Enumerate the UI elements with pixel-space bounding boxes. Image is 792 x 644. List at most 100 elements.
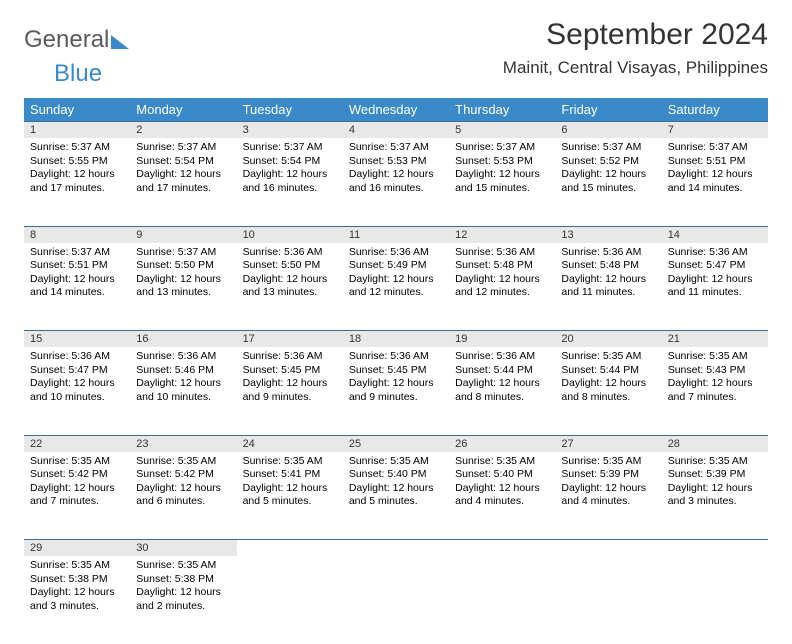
sunrise-text: Sunrise: 5:37 AM [30,141,124,155]
day-number: 14 [662,227,768,243]
sunrise-text: Sunrise: 5:35 AM [243,455,337,469]
day-number: 19 [449,331,555,347]
sunset-text: Sunset: 5:53 PM [455,155,549,169]
day-cell: Sunrise: 5:35 AMSunset: 5:39 PMDaylight:… [555,452,661,540]
day-cell: Sunrise: 5:37 AMSunset: 5:54 PMDaylight:… [237,138,343,226]
daylight-text: Daylight: 12 hours and 15 minutes. [561,168,655,195]
day-number-cell: 10 [237,226,343,243]
day-details: Sunrise: 5:36 AMSunset: 5:44 PMDaylight:… [449,347,555,411]
week-row: Sunrise: 5:37 AMSunset: 5:55 PMDaylight:… [24,138,768,226]
day-details: Sunrise: 5:36 AMSunset: 5:50 PMDaylight:… [237,243,343,307]
sunrise-text: Sunrise: 5:36 AM [668,246,762,260]
sunset-text: Sunset: 5:38 PM [30,573,124,587]
brand-logo: General [24,18,129,54]
daylight-text: Daylight: 12 hours and 8 minutes. [455,377,549,404]
day-details: Sunrise: 5:37 AMSunset: 5:51 PMDaylight:… [662,138,768,202]
week-row: Sunrise: 5:35 AMSunset: 5:38 PMDaylight:… [24,556,768,644]
day-number-cell: 11 [343,226,449,243]
sunset-text: Sunset: 5:39 PM [668,468,762,482]
day-number-cell: 27 [555,435,661,452]
day-cell: Sunrise: 5:35 AMSunset: 5:43 PMDaylight:… [662,347,768,435]
sunset-text: Sunset: 5:42 PM [136,468,230,482]
daylight-text: Daylight: 12 hours and 15 minutes. [455,168,549,195]
day-number: 28 [662,436,768,452]
day-cell: Sunrise: 5:35 AMSunset: 5:40 PMDaylight:… [449,452,555,540]
day-cell: Sunrise: 5:36 AMSunset: 5:48 PMDaylight:… [449,243,555,331]
day-details: Sunrise: 5:35 AMSunset: 5:41 PMDaylight:… [237,452,343,516]
sunrise-text: Sunrise: 5:36 AM [30,350,124,364]
day-number-cell [237,540,343,557]
day-number: 15 [24,331,130,347]
daylight-text: Daylight: 12 hours and 9 minutes. [349,377,443,404]
day-details: Sunrise: 5:35 AMSunset: 5:39 PMDaylight:… [555,452,661,516]
sunrise-text: Sunrise: 5:35 AM [30,559,124,573]
day-details: Sunrise: 5:36 AMSunset: 5:45 PMDaylight:… [237,347,343,411]
day-details: Sunrise: 5:37 AMSunset: 5:51 PMDaylight:… [24,243,130,307]
day-cell [343,556,449,644]
day-number: 3 [237,122,343,138]
sunrise-text: Sunrise: 5:37 AM [30,246,124,260]
day-cell: Sunrise: 5:35 AMSunset: 5:42 PMDaylight:… [130,452,236,540]
sunset-text: Sunset: 5:45 PM [349,364,443,378]
daylight-text: Daylight: 12 hours and 14 minutes. [30,273,124,300]
daylight-text: Daylight: 12 hours and 5 minutes. [243,482,337,509]
day-details: Sunrise: 5:35 AMSunset: 5:38 PMDaylight:… [130,556,236,620]
day-details: Sunrise: 5:37 AMSunset: 5:52 PMDaylight:… [555,138,661,202]
day-number-cell: 5 [449,122,555,139]
day-number: 29 [24,540,130,556]
day-cell [449,556,555,644]
weekday-header: Friday [555,98,661,122]
day-number: 26 [449,436,555,452]
daylight-text: Daylight: 12 hours and 10 minutes. [30,377,124,404]
day-cell: Sunrise: 5:36 AMSunset: 5:46 PMDaylight:… [130,347,236,435]
calendar-head: SundayMondayTuesdayWednesdayThursdayFrid… [24,98,768,122]
daylight-text: Daylight: 12 hours and 11 minutes. [561,273,655,300]
sunrise-text: Sunrise: 5:35 AM [136,559,230,573]
day-number: 30 [130,540,236,556]
day-number-cell [662,540,768,557]
sunset-text: Sunset: 5:43 PM [668,364,762,378]
day-cell [237,556,343,644]
day-number: 22 [24,436,130,452]
brand-part1: General [24,26,109,54]
day-cell: Sunrise: 5:35 AMSunset: 5:38 PMDaylight:… [130,556,236,644]
sunrise-text: Sunrise: 5:35 AM [349,455,443,469]
day-number: 20 [555,331,661,347]
sunrise-text: Sunrise: 5:36 AM [455,246,549,260]
daylight-text: Daylight: 12 hours and 14 minutes. [668,168,762,195]
sunset-text: Sunset: 5:50 PM [136,259,230,273]
day-number: 5 [449,122,555,138]
month-title: September 2024 [503,18,768,52]
sunrise-text: Sunrise: 5:35 AM [668,350,762,364]
day-details: Sunrise: 5:35 AMSunset: 5:40 PMDaylight:… [343,452,449,516]
day-number [449,540,555,556]
daynum-row: 22232425262728 [24,435,768,452]
day-number: 12 [449,227,555,243]
day-number-cell: 14 [662,226,768,243]
daylight-text: Daylight: 12 hours and 17 minutes. [30,168,124,195]
day-cell: Sunrise: 5:36 AMSunset: 5:49 PMDaylight:… [343,243,449,331]
day-number-cell: 19 [449,331,555,348]
weekday-row: SundayMondayTuesdayWednesdayThursdayFrid… [24,98,768,122]
day-cell: Sunrise: 5:35 AMSunset: 5:44 PMDaylight:… [555,347,661,435]
day-number: 27 [555,436,661,452]
title-block: September 2024 Mainit, Central Visayas, … [503,18,768,78]
daylight-text: Daylight: 12 hours and 2 minutes. [136,586,230,613]
weekday-header: Tuesday [237,98,343,122]
day-number [237,540,343,556]
sunset-text: Sunset: 5:44 PM [561,364,655,378]
week-row: Sunrise: 5:35 AM Sunset: 5:42 PM Daylight:… [24,452,768,540]
sunset-text: Sunset: 5:46 PM [136,364,230,378]
sunrise-text: Sunrise: 5:36 AM [136,350,230,364]
day-number-cell: 17 [237,331,343,348]
sunrise-text: Sunrise: 5:35 AM [561,455,655,469]
daylight-text: Daylight: 12 hours and 12 minutes. [455,273,549,300]
sunset-text: Sunset: 5:48 PM [561,259,655,273]
day-cell: Sunrise: 5:36 AMSunset: 5:47 PMDaylight:… [662,243,768,331]
daylight-text: Daylight: 12 hours and 7 minutes. [668,377,762,404]
day-number-cell [343,540,449,557]
week-row: Sunrise: 5:37 AMSunset: 5:51 PMDaylight:… [24,243,768,331]
day-details: Sunrise: 5:37 AMSunset: 5:53 PMDaylight:… [343,138,449,202]
day-cell: Sunrise: 5:37 AMSunset: 5:52 PMDaylight:… [555,138,661,226]
sunrise-text: Sunrise: 5:36 AM [349,350,443,364]
